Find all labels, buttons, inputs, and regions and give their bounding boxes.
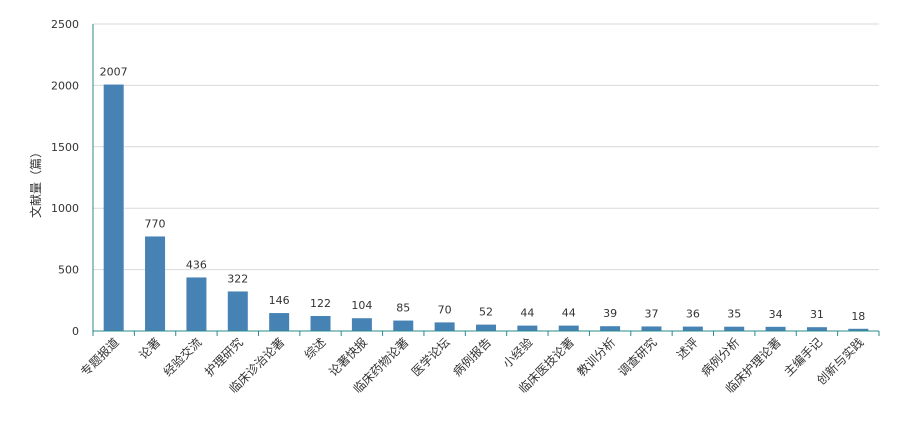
data-label: 36 bbox=[686, 308, 700, 321]
category-label: 综述 bbox=[302, 335, 329, 362]
bar bbox=[641, 326, 662, 331]
data-label: 322 bbox=[227, 272, 248, 285]
bar bbox=[269, 313, 290, 331]
category-label: 教训分析 bbox=[574, 335, 619, 380]
bar bbox=[600, 326, 621, 331]
data-label: 34 bbox=[769, 308, 783, 321]
category-label: 论著 bbox=[136, 335, 163, 362]
data-label: 436 bbox=[186, 258, 207, 271]
y-axis-title: 文献量（篇） bbox=[28, 146, 43, 218]
y-tick-labels: 0 500 1000 1500 2000 2500 bbox=[51, 18, 79, 338]
bar bbox=[806, 327, 827, 331]
data-label: 2007 bbox=[100, 66, 128, 79]
bar bbox=[227, 291, 248, 331]
bar bbox=[186, 277, 207, 331]
bar bbox=[393, 320, 414, 331]
data-label: 122 bbox=[310, 297, 331, 310]
bar bbox=[682, 326, 703, 331]
data-label: 146 bbox=[269, 294, 290, 307]
category-label: 小经验 bbox=[499, 335, 535, 371]
data-label: 35 bbox=[727, 308, 741, 321]
bar bbox=[103, 84, 124, 331]
category-label: 述评 bbox=[674, 335, 701, 362]
y-tick-label: 1000 bbox=[51, 202, 79, 215]
category-label: 医学论坛 bbox=[408, 335, 453, 380]
bar bbox=[145, 236, 166, 331]
y-tick-label: 1500 bbox=[51, 141, 79, 154]
data-label: 70 bbox=[438, 303, 452, 316]
bar bbox=[476, 324, 496, 331]
data-label: 770 bbox=[145, 217, 166, 230]
data-label: 44 bbox=[520, 307, 534, 320]
bar bbox=[517, 325, 538, 331]
data-label: 37 bbox=[644, 307, 658, 320]
data-labels: 2007 770 436 322 146 122 104 85 70 52 44 44 39 37 36 35… bbox=[100, 66, 866, 323]
bars bbox=[103, 84, 869, 331]
data-label: 39 bbox=[603, 307, 617, 320]
y-tick-label: 500 bbox=[58, 264, 79, 277]
data-label: 104 bbox=[351, 299, 372, 312]
bar bbox=[558, 325, 579, 331]
bar bbox=[724, 326, 745, 331]
category-label: 经验交流 bbox=[160, 335, 205, 380]
y-tick-label: 2500 bbox=[51, 18, 79, 31]
y-tick-label: 0 bbox=[72, 325, 79, 338]
grid-lines bbox=[93, 23, 879, 271]
data-label: 85 bbox=[396, 302, 410, 315]
data-label: 18 bbox=[851, 310, 865, 323]
bar bbox=[434, 322, 455, 331]
category-label: 病例报告 bbox=[450, 335, 495, 380]
data-label: 44 bbox=[562, 307, 576, 320]
bar bbox=[848, 328, 869, 331]
data-label: 52 bbox=[479, 306, 493, 319]
bar bbox=[310, 316, 331, 331]
y-tick-label: 2000 bbox=[51, 79, 79, 92]
data-label: 31 bbox=[810, 308, 824, 321]
bar bbox=[351, 318, 372, 331]
axes bbox=[92, 24, 880, 336]
bar bbox=[765, 326, 786, 331]
category-label: 专题报道 bbox=[77, 335, 122, 380]
category-label: 调查研究 bbox=[615, 335, 660, 380]
